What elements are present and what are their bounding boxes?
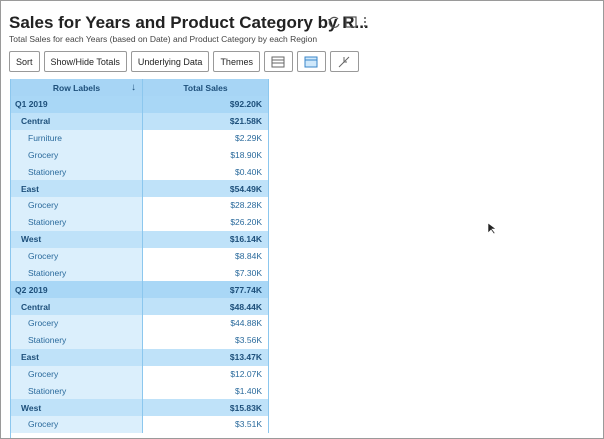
- row-value: $15.83K: [143, 399, 269, 417]
- region-row: East $54.49K: [11, 180, 269, 198]
- row-value: $28.28K: [143, 197, 269, 214]
- row-value: $77.74K: [143, 281, 269, 299]
- row-label: Grocery: [11, 416, 143, 433]
- column-header[interactable]: Total Sales: [143, 79, 269, 96]
- row-value: $0.40K: [143, 163, 269, 181]
- pivot-table: Row Labels ↓ Total Sales Q1 2019 $92.20K Cent…: [10, 79, 269, 438]
- row-value: $44.88K: [143, 314, 269, 332]
- row-label: Central: [11, 298, 143, 315]
- row-label: Furniture: [11, 129, 143, 147]
- quarter-row: Q1 2019 $92.20K: [11, 96, 269, 113]
- row-label: Grocery: [11, 314, 143, 332]
- row-value: $3.56K: [143, 331, 269, 349]
- row-label: Stationery: [11, 331, 143, 349]
- item-row: Grocery $3.51K: [11, 416, 269, 433]
- row-label: Grocery: [11, 247, 143, 265]
- row-value: $16.14K: [143, 230, 269, 248]
- more-icon[interactable]: [364, 17, 366, 19]
- view-button[interactable]: [296, 51, 326, 72]
- row-value: $8.84K: [143, 247, 269, 265]
- row-value: $7.30K: [143, 264, 269, 282]
- item-row: Grocery $18.90K: [11, 146, 269, 164]
- header-row: Row Labels ↓ Total Sales: [11, 79, 269, 96]
- item-row: Grocery $44.88K: [11, 314, 269, 332]
- row-label: West: [11, 399, 143, 417]
- item-row: Stationery $7.30K: [11, 264, 269, 282]
- column-header[interactable]: Row Labels ↓: [11, 79, 143, 96]
- region-row: Central $21.58K: [11, 112, 269, 130]
- row-label: West: [11, 230, 143, 248]
- row-value: $3.51K: [143, 416, 269, 433]
- row-value: $2.29K: [143, 129, 269, 147]
- item-row: Stationery $26.20K: [11, 213, 269, 231]
- item-row: Furniture $2.29K: [11, 129, 269, 147]
- region-row: Central $48.44K: [11, 298, 269, 315]
- row-value: $48.44K: [143, 298, 269, 315]
- toolbar-button[interactable]: Sort: [9, 51, 40, 72]
- row-label: Q1 2019: [11, 96, 143, 113]
- more-icon[interactable]: [364, 25, 366, 27]
- title: Sales for Years and Product Category by …: [9, 13, 369, 32]
- item-row: Stationery $3.56K: [11, 331, 269, 349]
- row-value: $18.90K: [143, 146, 269, 164]
- row-label: East: [11, 180, 143, 198]
- row-label: Grocery: [11, 197, 143, 214]
- toolbar-button[interactable]: Themes: [213, 51, 260, 72]
- item-row: Grocery $28.28K: [11, 197, 269, 214]
- row-label: Central: [11, 112, 143, 130]
- save-icon[interactable]: [345, 16, 357, 28]
- row-value: $1.40K: [143, 382, 269, 400]
- row-label: Grocery: [11, 146, 143, 164]
- item-row: Grocery $12.07K: [11, 365, 269, 383]
- row-value: $54.49K: [143, 180, 269, 198]
- row-label: Grocery: [11, 365, 143, 383]
- row-value: $92.20K: [143, 96, 269, 113]
- region-row: West $16.14K: [11, 230, 269, 248]
- row-value: $21.58K: [143, 112, 269, 130]
- row-value: $13.47K: [143, 348, 269, 366]
- more-icon[interactable]: [364, 21, 366, 23]
- toolbar-button[interactable]: Show/Hide Totals: [43, 51, 127, 72]
- refresh-icon[interactable]: [328, 16, 340, 28]
- header-icons: [328, 16, 366, 28]
- row-label: East: [11, 348, 143, 366]
- item-row: Grocery $8.84K: [11, 247, 269, 265]
- row-label: Q2 2019: [11, 281, 143, 299]
- item-row: Stationery $0.40K: [11, 163, 269, 181]
- sort-arrow[interactable]: ↓: [131, 82, 136, 93]
- toolbar-button[interactable]: Underlying Data: [130, 51, 210, 72]
- item-row: Stationery $1.40K: [11, 382, 269, 400]
- row-value: $26.20K: [143, 213, 269, 231]
- region-row: East $13.47K: [11, 348, 269, 366]
- view-button[interactable]: [263, 51, 293, 72]
- toolbar: Sort Show/Hide Totals Underlying Data Theme…: [9, 51, 359, 72]
- row-label: Stationery: [11, 213, 143, 231]
- region-row: West $15.83K: [11, 399, 269, 417]
- row-label: Stationery: [11, 264, 143, 282]
- cursor: [487, 222, 497, 235]
- row-value: $12.07K: [143, 365, 269, 383]
- row-label: Stationery: [11, 382, 143, 400]
- subtitle: Total Sales for each Years (based on Dat…: [9, 34, 318, 44]
- view-button[interactable]: [329, 51, 359, 72]
- row-label: Stationery: [11, 163, 143, 181]
- quarter-row: Q2 2019 $77.74K: [11, 281, 269, 299]
